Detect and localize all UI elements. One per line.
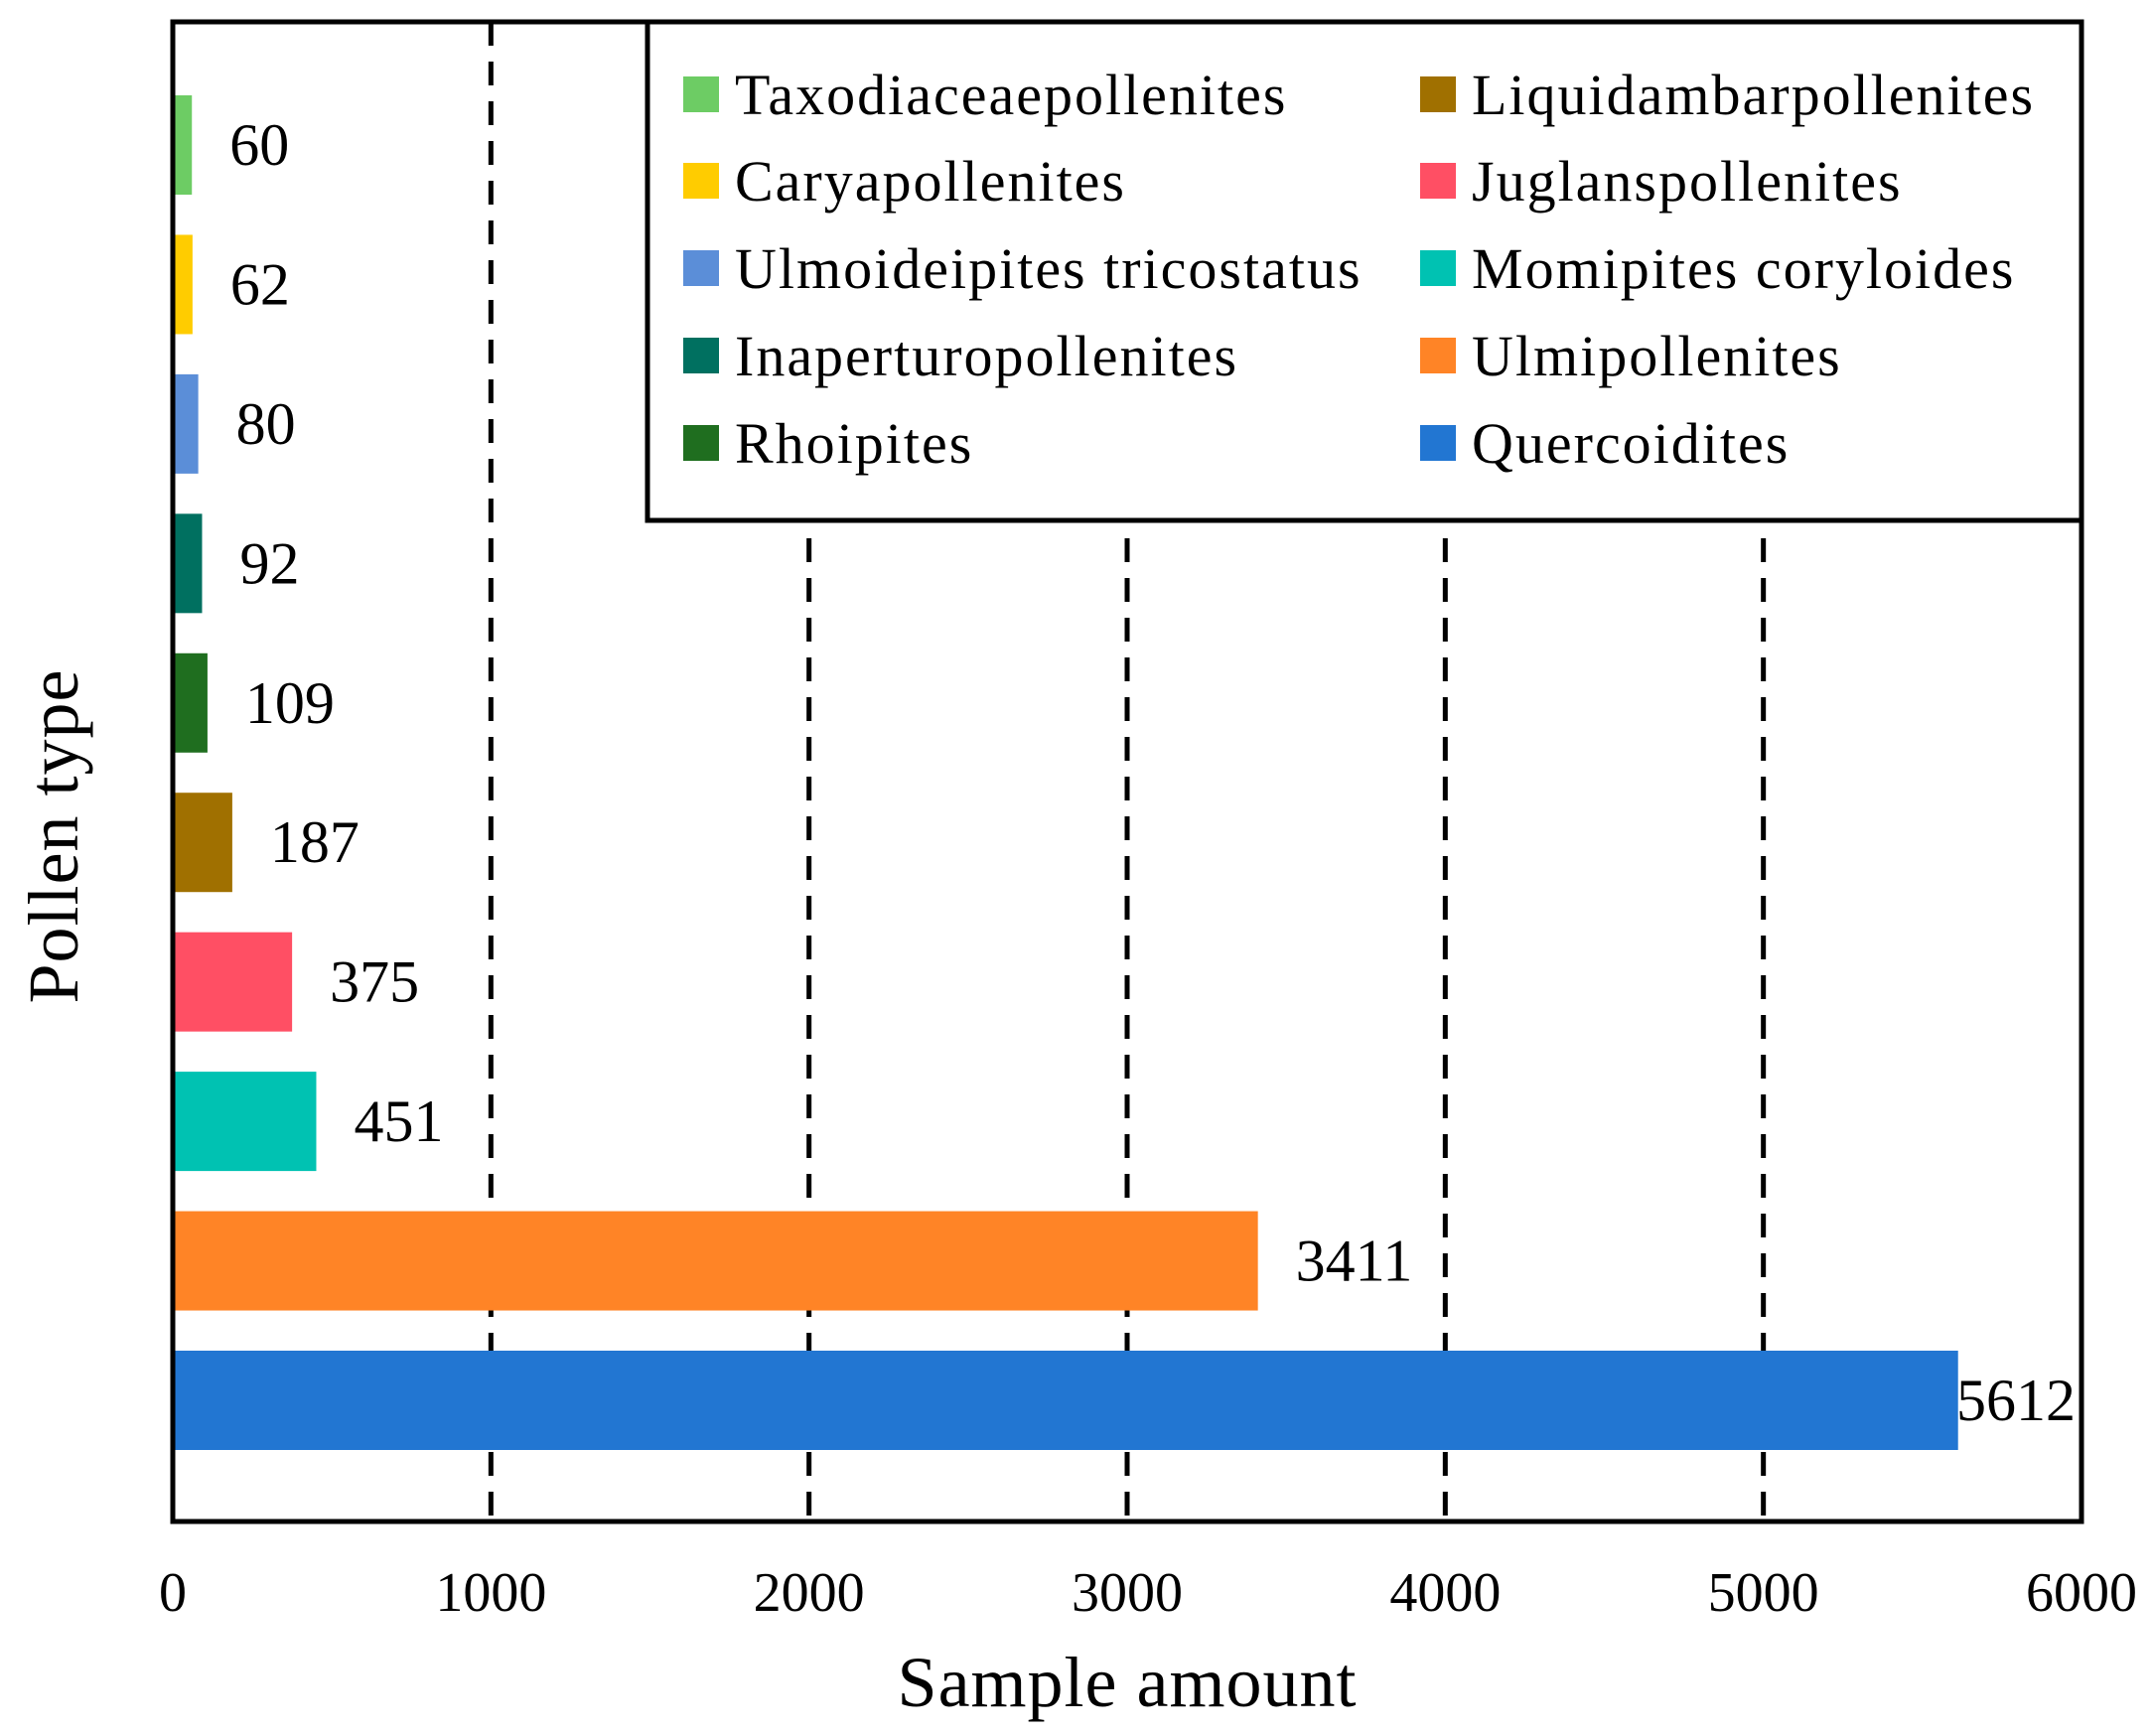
bar-rhoipites <box>175 652 208 753</box>
bar-juglanspollenites <box>175 932 293 1032</box>
legend-label-ulmipollenites: Ulmipollenites <box>1472 324 1842 388</box>
x-tick-label-2000: 2000 <box>754 1562 865 1624</box>
legend-label-momipites-coryloides: Momipites coryloides <box>1472 236 2015 301</box>
bar-inaperturopollenites <box>175 513 203 614</box>
bars <box>175 95 1958 1450</box>
x-tick-label-1000: 1000 <box>435 1562 546 1624</box>
y-axis-title: Pollen type <box>14 669 93 1004</box>
legend-swatch-ulmoideipites-tricostatus <box>683 250 719 286</box>
legend-label-ulmoideipites-tricostatus: Ulmoideipites tricostatus <box>735 236 1363 301</box>
value-label-taxodiaceaepollenites: 60 <box>229 112 289 178</box>
legend-swatch-taxodiaceaepollenites <box>683 76 719 112</box>
bar-caryapollenites <box>175 234 193 335</box>
bar-taxodiaceaepollenites <box>175 95 193 195</box>
x-tick-label-5000: 5000 <box>1708 1562 1819 1624</box>
value-label-caryapollenites: 62 <box>230 251 290 317</box>
legend-label-quercoidites: Quercoidites <box>1472 411 1790 476</box>
legend-label-taxodiaceaepollenites: Taxodiaceaepollenites <box>735 63 1287 127</box>
value-label-momipites-coryloides: 451 <box>354 1088 443 1154</box>
value-label-juglanspollenites: 375 <box>330 949 419 1015</box>
bar-liquidambarpollenites <box>175 793 232 893</box>
legend-label-liquidambarpollenites: Liquidambarpollenites <box>1472 63 2035 127</box>
x-tick-label-6000: 6000 <box>2026 1562 2137 1624</box>
legend-label-rhoipites: Rhoipites <box>735 411 973 476</box>
legend-label-juglanspollenites: Juglanspollenites <box>1472 149 1903 214</box>
legend-swatch-momipites-coryloides <box>1420 250 1456 286</box>
value-label-ulmoideipites-tricostatus: 80 <box>236 391 296 457</box>
bar-ulmipollenites <box>175 1211 1258 1311</box>
legend-swatch-caryapollenites <box>683 163 719 199</box>
legend-swatch-inaperturopollenites <box>683 338 719 373</box>
legend-label-caryapollenites: Caryapollenites <box>735 149 1126 214</box>
legend-swatch-quercoidites <box>1420 425 1456 461</box>
x-axis-title: Sample amount <box>898 1643 1358 1722</box>
bar-ulmoideipites-tricostatus <box>175 373 199 474</box>
legend: Taxodiaceaepollenites Liquidambarpollenit… <box>645 19 2084 523</box>
x-tick-label-0: 0 <box>159 1562 187 1624</box>
value-label-rhoipites: 109 <box>245 670 335 736</box>
value-label-ulmipollenites: 3411 <box>1296 1229 1413 1294</box>
value-labels: 60 62 80 92 109 187 375 451 3411 5612 <box>229 112 2076 1433</box>
x-tick-label-4000: 4000 <box>1389 1562 1501 1624</box>
legend-swatch-ulmipollenites <box>1420 338 1456 373</box>
value-label-liquidambarpollenites: 187 <box>270 809 359 875</box>
bar-momipites-coryloides <box>175 1072 317 1172</box>
legend-swatch-juglanspollenites <box>1420 163 1456 199</box>
legend-label-inaperturopollenites: Inaperturopollenites <box>735 324 1238 388</box>
value-label-quercoidites: 5612 <box>1956 1368 2076 1433</box>
x-axis-ticks: 0 1000 2000 3000 4000 5000 6000 <box>159 1562 2137 1624</box>
bar-quercoidites <box>175 1351 1958 1450</box>
legend-box <box>645 19 2084 523</box>
legend-swatch-liquidambarpollenites <box>1420 76 1456 112</box>
legend-swatch-rhoipites <box>683 425 719 461</box>
x-tick-label-3000: 3000 <box>1072 1562 1183 1624</box>
value-label-inaperturopollenites: 92 <box>239 530 299 596</box>
